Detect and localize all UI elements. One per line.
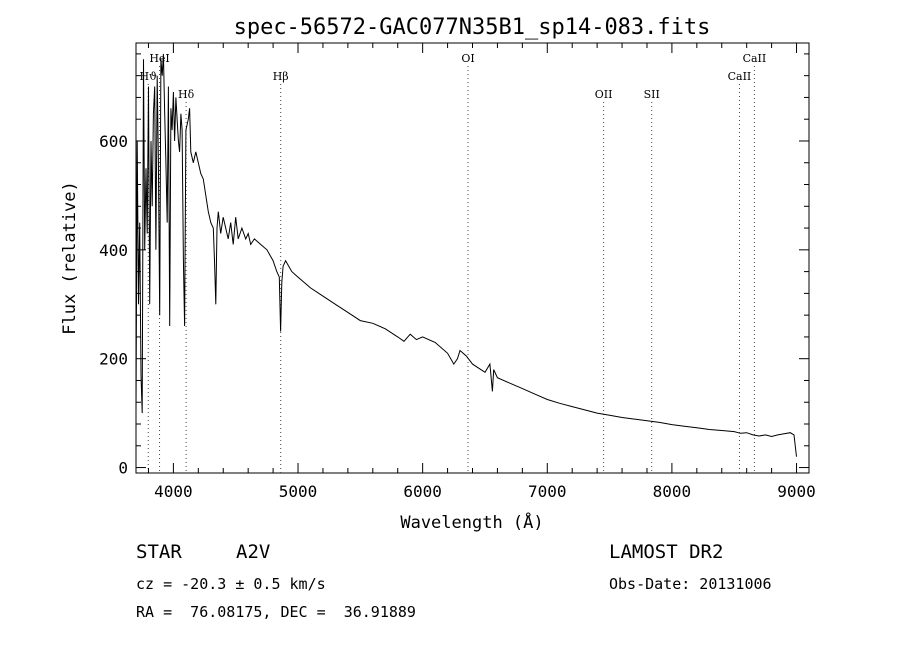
plot-frame <box>135 42 810 474</box>
y-tick-label: 200 <box>99 350 128 369</box>
y-tick-label: 400 <box>99 241 128 260</box>
axis-tick-labels: 4000 5000 6000 7000 8000 9000 0 200 400 600 <box>99 132 816 501</box>
x-tick-label: 8000 <box>653 482 692 501</box>
ra-dec-coordinates: RA = 76.08175, DEC = 36.91889 <box>136 603 416 621</box>
spectral-line-markers: Hδ Hβ HeI Hϑ OI OII SII CaII CaII <box>139 52 766 473</box>
spectral-line-label: Hβ <box>273 70 289 83</box>
spectral-line-label: Hϑ <box>139 70 157 83</box>
observation-date: Obs-Date: 20131006 <box>609 575 772 593</box>
survey-name: LAMOST DR2 <box>609 541 724 563</box>
x-tick-label: 9000 <box>777 482 816 501</box>
flux-series-line <box>135 53 797 457</box>
object-class: STAR <box>136 541 182 563</box>
axis-ticks <box>136 43 809 473</box>
spectral-line-label: HeI <box>149 52 169 65</box>
y-axis-label: Flux (relative) <box>60 181 80 335</box>
spectral-line-label: CaII <box>728 70 752 83</box>
spectral-line-label: SII <box>644 88 660 101</box>
y-tick-label: 0 <box>118 459 128 478</box>
spectral-line-label: OII <box>595 88 613 101</box>
chart-title: spec-56572-GAC077N35B1_sp14-083.fits <box>234 15 711 40</box>
y-tick-label: 600 <box>99 132 128 151</box>
x-axis-label: Wavelength (Å) <box>400 511 543 533</box>
spectral-line-label: OI <box>461 52 474 65</box>
spectrum-chart: spec-56572-GAC077N35B1_sp14-083.fits HδH… <box>60 15 816 533</box>
redshift-velocity: cz = -20.3 ± 0.5 km/s <box>136 575 326 593</box>
x-tick-label: 5000 <box>279 482 318 501</box>
x-tick-label: 6000 <box>403 482 442 501</box>
spectral-line-label: CaII <box>743 52 767 65</box>
x-tick-label: 7000 <box>528 482 567 501</box>
spectral-line-label: Hδ <box>178 88 195 101</box>
x-tick-label: 4000 <box>154 482 193 501</box>
object-subclass: A2V <box>236 541 271 563</box>
